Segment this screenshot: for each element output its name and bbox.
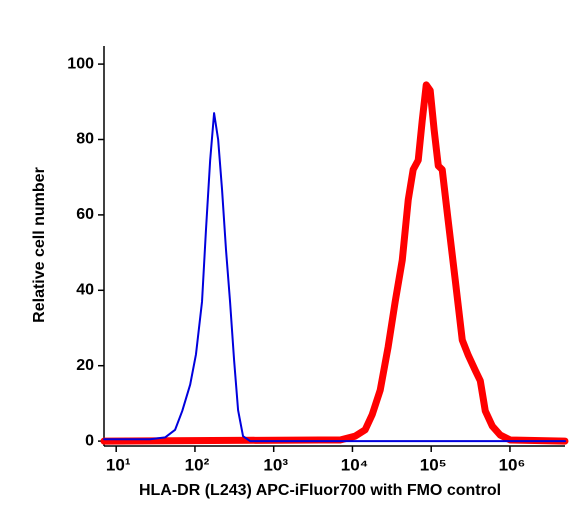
y-tick-label: 80 [76, 131, 94, 148]
y-tick-label: 0 [85, 432, 94, 449]
series-line [100, 81, 569, 445]
x-tick-label: 10⁴ [341, 455, 368, 474]
y-tick-label: 20 [76, 357, 94, 374]
y-tick-label: 60 [76, 206, 94, 223]
y-axis-label: Relative cell number [31, 167, 48, 323]
x-tick-label: 10¹ [106, 455, 131, 474]
x-tick-label: 10⁶ [499, 455, 526, 474]
series-line [103, 112, 566, 443]
x-tick-label: 10⁵ [420, 455, 447, 474]
x-tick-label: 10³ [263, 455, 288, 474]
y-tick-label: 40 [76, 282, 94, 299]
x-axis-label: HLA-DR (L243) APC-iFluor700 with FMO con… [139, 482, 501, 499]
x-tick-label: 10² [185, 455, 210, 474]
y-tick-label: 100 [67, 55, 94, 72]
